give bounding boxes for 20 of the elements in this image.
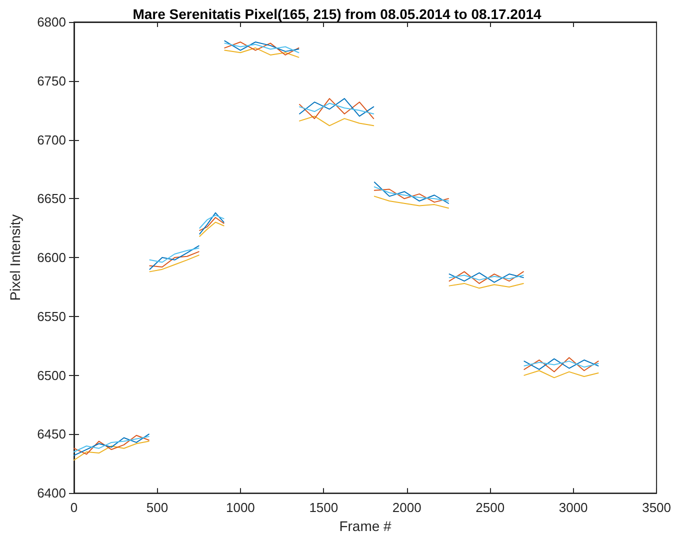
y-tick-label: 6400 [37, 486, 66, 501]
y-tick-label: 6600 [37, 250, 66, 266]
y-axis-title: Pixel Intensity [7, 214, 23, 301]
x-tick-label: 0 [70, 500, 78, 516]
y-tick-label: 6750 [37, 73, 66, 88]
x-tick-label: 1000 [226, 500, 255, 516]
x-tick-label: 3000 [558, 500, 588, 516]
y-tick-label: 6800 [37, 14, 66, 30]
y-tick-label: 6500 [37, 368, 66, 383]
x-axis-title: Frame # [339, 518, 392, 534]
x-tick-label: 2500 [476, 500, 505, 516]
x-tick-label: 3500 [642, 500, 671, 516]
x-tick-label: 2000 [392, 500, 422, 516]
x-tick-label: 1500 [309, 500, 338, 516]
y-tick-label: 6650 [37, 191, 66, 206]
y-tick-label: 6700 [37, 132, 66, 148]
y-tick-label: 6450 [37, 426, 66, 442]
chart-title: Mare Serenitatis Pixel(165, 215) from 08.05.2014 to 08.17.2014 [132, 6, 542, 22]
x-tick-label: 500 [146, 500, 168, 516]
y-tick-label: 6550 [37, 308, 66, 324]
